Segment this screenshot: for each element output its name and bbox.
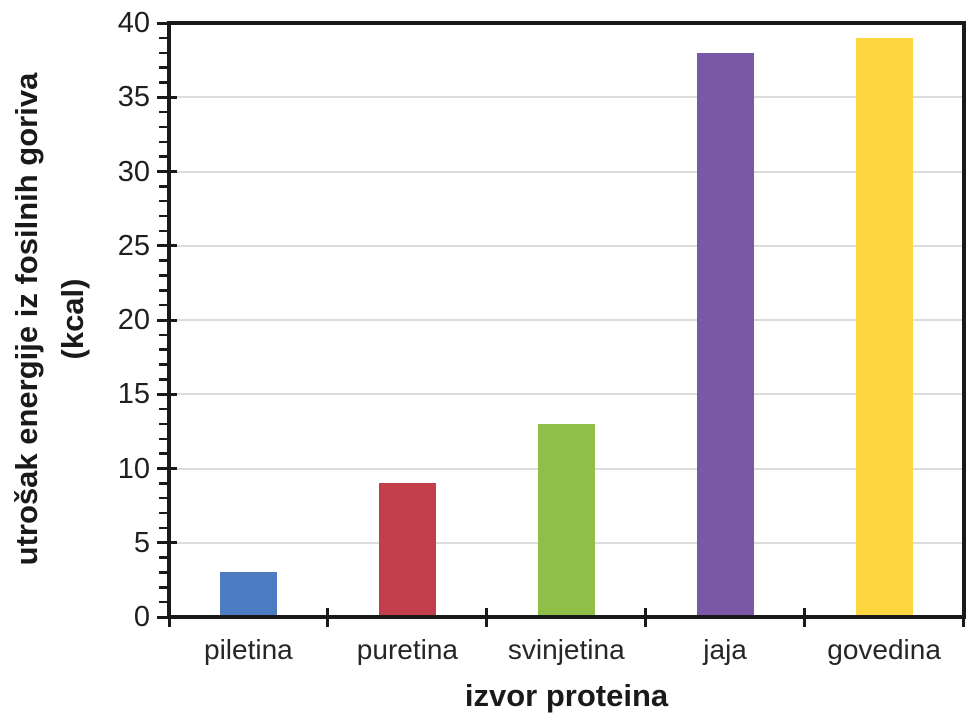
y-axis-minor-tick bbox=[158, 422, 167, 426]
y-axis-minor-tick bbox=[158, 140, 167, 144]
bar-govedina bbox=[855, 38, 913, 615]
y-axis-minor-tick bbox=[158, 526, 167, 530]
bar-jaja bbox=[696, 53, 754, 615]
y-tick-label: 35 bbox=[117, 81, 150, 114]
gridline bbox=[171, 244, 962, 247]
y-axis-minor-tick bbox=[158, 452, 167, 455]
y-axis-minor-tick bbox=[158, 363, 167, 366]
y-axis-minor-tick bbox=[158, 259, 167, 262]
y-axis-minor-tick bbox=[158, 274, 167, 277]
y-axis-minor-tick bbox=[158, 66, 167, 69]
gridline bbox=[171, 170, 962, 173]
y-axis-minor-tick bbox=[158, 348, 167, 351]
bar-svinjetina bbox=[537, 424, 595, 615]
y-axis-minor-tick bbox=[158, 437, 167, 441]
x-category-label-puretina: puretina bbox=[356, 634, 458, 665]
x-category-label-svinjetina: svinjetina bbox=[507, 634, 625, 665]
y-axis-title-line1: utrošak energije iz fosilnih goriva bbox=[9, 72, 44, 566]
y-axis-minor-tick bbox=[158, 496, 167, 500]
y-tick-label: 40 bbox=[117, 7, 150, 39]
y-axis-minor-tick bbox=[158, 378, 167, 381]
y-axis-minor-tick bbox=[158, 571, 167, 574]
gridline bbox=[171, 393, 962, 396]
y-axis-title-line2: (kcal) bbox=[55, 278, 90, 360]
y-axis-minor-tick bbox=[158, 36, 167, 40]
y-tick-label: 25 bbox=[117, 229, 150, 262]
y-tick-label: 10 bbox=[117, 452, 150, 485]
y-axis-minor-tick bbox=[158, 155, 167, 158]
y-axis-minor-tick bbox=[158, 185, 167, 188]
y-axis-minor-tick bbox=[158, 600, 167, 604]
x-axis-title: izvor proteina bbox=[464, 678, 669, 713]
y-axis-minor-tick bbox=[158, 333, 167, 337]
y-axis-minor-tick bbox=[158, 556, 167, 559]
y-axis-minor-tick bbox=[158, 303, 167, 307]
y-axis-minor-tick bbox=[158, 214, 167, 218]
y-tick-label: 30 bbox=[117, 155, 150, 188]
gridline bbox=[171, 96, 962, 99]
y-tick-label: 20 bbox=[117, 304, 150, 336]
y-axis-minor-tick bbox=[158, 125, 167, 129]
x-category-label-piletina: piletina bbox=[204, 634, 293, 665]
x-category-label-jaja: jaja bbox=[703, 634, 747, 665]
y-axis-minor-tick bbox=[158, 110, 167, 114]
y-axis-minor-tick bbox=[158, 586, 167, 589]
y-axis-minor-tick bbox=[158, 199, 167, 203]
y-axis-title: utrošak energije iz fosilnih goriva (kca… bbox=[4, 0, 100, 639]
gridline bbox=[171, 319, 962, 321]
y-axis-minor-tick bbox=[158, 81, 167, 84]
bar-piletina bbox=[219, 572, 277, 615]
x-category-label-govedina: govedina bbox=[827, 634, 941, 665]
y-axis-minor-tick bbox=[158, 511, 167, 515]
y-axis-minor-tick bbox=[158, 407, 167, 411]
y-axis-minor-tick bbox=[158, 51, 167, 54]
bar-puretina bbox=[378, 483, 436, 615]
y-axis-minor-tick bbox=[158, 229, 167, 233]
y-axis-minor-tick bbox=[158, 482, 167, 485]
y-tick-label: 5 bbox=[133, 526, 150, 559]
y-axis-minor-tick bbox=[158, 289, 167, 292]
y-tick-label: 15 bbox=[117, 378, 150, 411]
y-tick-label: 0 bbox=[133, 601, 150, 633]
